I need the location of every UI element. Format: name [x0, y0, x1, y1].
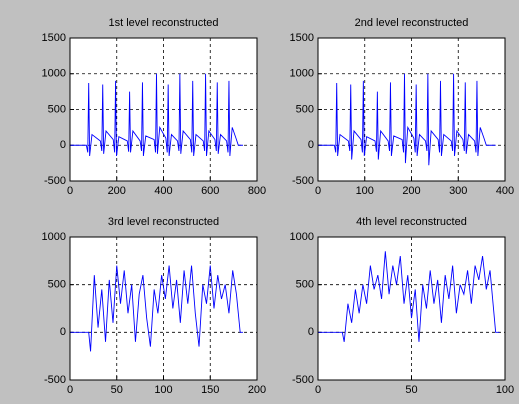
y-tick-label: 1000 [42, 68, 66, 80]
y-tick-label: -500 [44, 374, 66, 386]
chart-title: 2nd level reconstructed [355, 17, 469, 29]
y-tick-label: -500 [44, 175, 66, 187]
data-line [318, 251, 500, 342]
axes-frame [317, 37, 506, 182]
chart-title: 1st level reconstructed [108, 17, 218, 29]
y-tick-label: 500 [296, 279, 314, 291]
y-tick-label: 0 [308, 139, 314, 151]
x-tick-label: 400 [496, 185, 514, 197]
axes-frame [69, 236, 258, 381]
x-tick-label: 0 [315, 384, 321, 396]
y-tick-label: 500 [48, 279, 66, 291]
x-tick-label: 200 [108, 185, 126, 197]
chart-title: 4th level reconstructed [356, 216, 467, 228]
y-tick-label: -500 [292, 175, 314, 187]
chart-title: 3rd level reconstructed [108, 216, 219, 228]
x-tick-label: 100 [496, 384, 514, 396]
y-tick-label: 0 [60, 139, 66, 151]
y-tick-label: 1000 [290, 231, 314, 243]
x-tick-label: 50 [111, 384, 123, 396]
x-tick-label: 300 [449, 185, 467, 197]
x-tick-label: 50 [405, 384, 417, 396]
x-tick-label: 200 [248, 384, 266, 396]
x-tick-label: 0 [67, 384, 73, 396]
x-tick-label: 150 [201, 384, 219, 396]
x-tick-label: 400 [154, 185, 172, 197]
x-tick-label: 600 [201, 185, 219, 197]
axes-frame [69, 37, 258, 182]
axes-frame [317, 236, 506, 381]
y-tick-label: 500 [48, 103, 66, 115]
y-tick-label: 1000 [290, 68, 314, 80]
y-tick-label: -500 [292, 374, 314, 386]
x-tick-label: 100 [154, 384, 172, 396]
x-tick-label: 100 [356, 185, 374, 197]
y-tick-label: 1500 [290, 32, 314, 44]
data-line [318, 73, 496, 166]
x-tick-label: 200 [402, 185, 420, 197]
x-tick-label: 0 [67, 185, 73, 197]
y-tick-label: 500 [296, 103, 314, 115]
data-line [70, 73, 243, 157]
y-tick-label: 0 [308, 326, 314, 338]
y-tick-label: 1000 [42, 231, 66, 243]
y-tick-label: 1500 [42, 32, 66, 44]
axes-background [70, 237, 257, 380]
x-tick-label: 0 [315, 185, 321, 197]
data-line [70, 265, 243, 352]
y-tick-label: 0 [60, 326, 66, 338]
x-tick-label: 800 [248, 185, 266, 197]
